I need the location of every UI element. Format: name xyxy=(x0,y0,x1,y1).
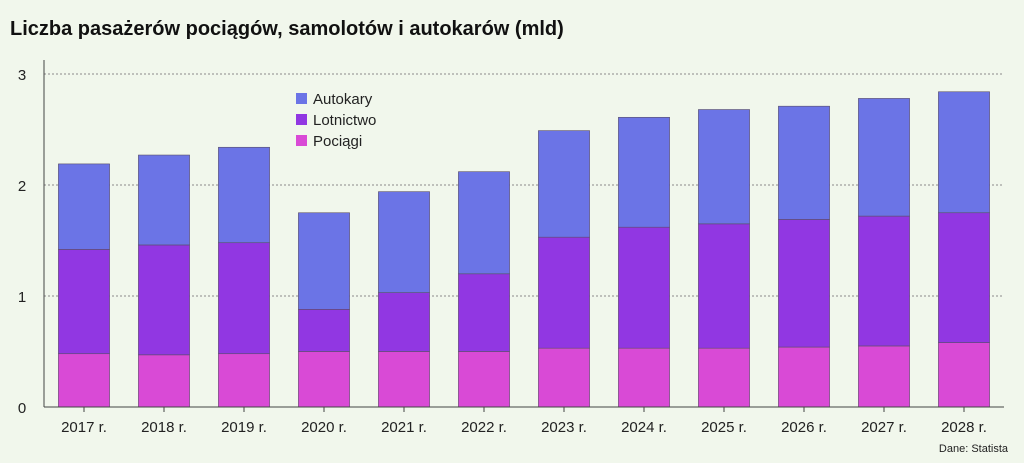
bar-segment xyxy=(458,171,510,275)
bar-segment xyxy=(138,244,190,356)
y-tick-label: 2 xyxy=(18,178,26,195)
bar-segment xyxy=(858,215,910,347)
axes: 0 1 2 3 2017 r. 2018 r. 2019 r. 2020 r. 2021 r. 2… xyxy=(18,60,1004,436)
x-tick-label: 2025 r. xyxy=(701,419,747,436)
bar-segment xyxy=(458,351,510,408)
bar-segment xyxy=(378,351,430,408)
x-tick-label: 2024 r. xyxy=(621,419,667,436)
x-tick-label: 2021 r. xyxy=(381,419,427,436)
bar-segment xyxy=(138,154,190,246)
legend-swatch xyxy=(296,114,307,125)
bar-segment xyxy=(458,273,510,352)
bar-segment xyxy=(858,98,910,217)
bar-segment xyxy=(618,226,670,349)
chart-title: Liczba pasażerów pociągów, samolotów i a… xyxy=(10,18,564,40)
bar-segment xyxy=(218,353,270,408)
bar-segment xyxy=(378,191,430,293)
bar-segment xyxy=(298,309,350,352)
bar-segment xyxy=(778,346,830,408)
bar-segment xyxy=(938,91,990,214)
legend-swatch xyxy=(296,93,307,104)
bar-segment xyxy=(938,212,990,343)
bar-segment xyxy=(938,342,990,408)
bar-segment xyxy=(538,130,590,238)
legend-label: Lotnictwo xyxy=(313,112,376,129)
bar-segment xyxy=(58,353,110,408)
x-tick-label: 2018 r. xyxy=(141,419,187,436)
bar-segment xyxy=(698,109,750,225)
x-tick-label: 2022 r. xyxy=(461,419,507,436)
gridlines xyxy=(44,73,1004,297)
source-note: Dane: Statista xyxy=(938,443,1008,455)
legend: Autokary Lotnictwo Pociągi xyxy=(296,91,376,150)
legend-label: Pociągi xyxy=(313,133,362,150)
bar-segment xyxy=(698,223,750,349)
bar-segment xyxy=(218,146,270,244)
x-tick-label: 2019 r. xyxy=(221,419,267,436)
bar-segment xyxy=(858,345,910,408)
bar-segment xyxy=(618,116,670,228)
x-tick-label: 2020 r. xyxy=(301,419,347,436)
bar-segment xyxy=(698,347,750,408)
x-tick-label: 2017 r. xyxy=(61,419,107,436)
bar-segment xyxy=(298,212,350,310)
legend-swatch xyxy=(296,135,307,146)
bar-segment xyxy=(58,249,110,355)
bar-segment xyxy=(298,351,350,408)
x-tick-label: 2027 r. xyxy=(861,419,907,436)
bar-segment xyxy=(218,242,270,355)
bars xyxy=(58,91,990,408)
y-tick-label: 3 xyxy=(18,67,26,84)
legend-label: Autokary xyxy=(313,91,373,108)
bar-segment xyxy=(58,163,110,250)
y-tick-label: 0 xyxy=(18,400,26,417)
x-tick-label: 2026 r. xyxy=(781,419,827,436)
bar-segment xyxy=(778,105,830,220)
bar-segment xyxy=(138,354,190,408)
x-tick-label: 2023 r. xyxy=(541,419,587,436)
x-tick-label: 2028 r. xyxy=(941,419,987,436)
bar-segment xyxy=(538,347,590,408)
bar-segment xyxy=(618,347,670,408)
y-tick-label: 1 xyxy=(18,289,26,306)
bar-segment xyxy=(538,236,590,349)
bar-segment xyxy=(378,292,430,352)
bar-segment xyxy=(778,219,830,348)
